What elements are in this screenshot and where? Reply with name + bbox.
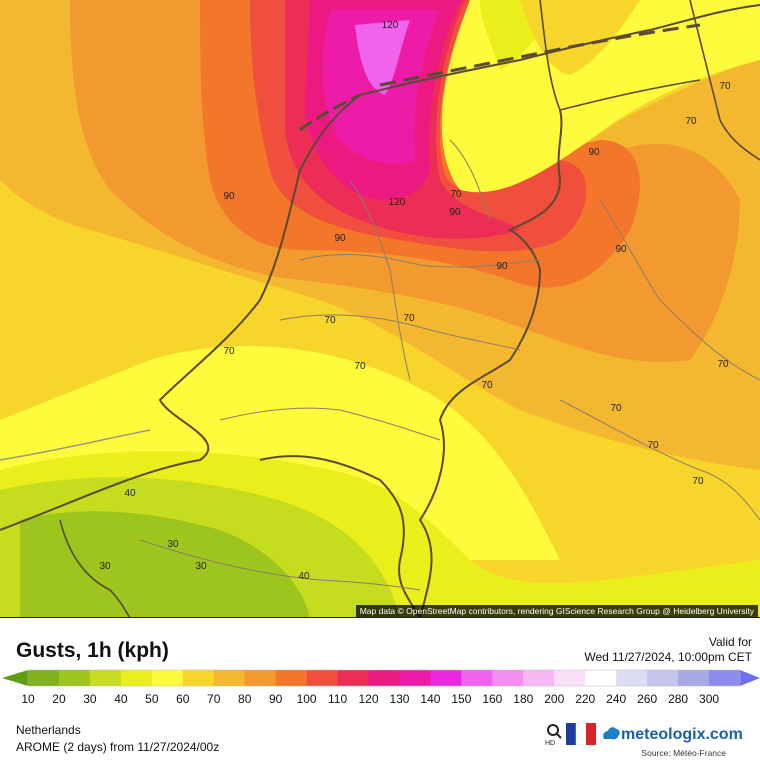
region-name: Netherlands bbox=[16, 723, 81, 737]
contour-label: 70 bbox=[403, 313, 415, 324]
contour-label: 70 bbox=[324, 315, 336, 326]
legend-tick-label: 280 bbox=[668, 692, 688, 706]
legend-swatch bbox=[152, 670, 183, 686]
contour-label: 70 bbox=[610, 403, 622, 414]
legend-swatch bbox=[59, 670, 90, 686]
legend-swatch bbox=[523, 670, 554, 686]
legend-swatch bbox=[245, 670, 276, 686]
contour-label: 90 bbox=[615, 244, 627, 255]
hd-label: HD bbox=[545, 740, 555, 747]
legend-swatch bbox=[369, 670, 400, 686]
legend-tick-label: 100 bbox=[297, 692, 317, 706]
model-run: AROME (2 days) from 11/27/2024/00z bbox=[16, 740, 219, 754]
legend-swatch bbox=[121, 670, 152, 686]
map-attribution[interactable]: Map data © OpenStreetMap contributors, r… bbox=[356, 605, 758, 617]
legend-tick-label: 40 bbox=[114, 692, 128, 706]
france-flag-icon bbox=[566, 723, 596, 745]
legend-swatch bbox=[276, 670, 307, 686]
legend-tick-label: 50 bbox=[145, 692, 159, 706]
contour-label: 70 bbox=[647, 440, 659, 451]
hd-zoom-icon[interactable] bbox=[548, 725, 561, 738]
legend-swatch bbox=[492, 670, 523, 686]
legend-over-arrow bbox=[740, 670, 760, 686]
legend-swatch bbox=[183, 670, 214, 686]
legend-tick-label: 260 bbox=[637, 692, 657, 706]
contour-label: 120 bbox=[382, 20, 399, 31]
contour-label: 70 bbox=[223, 346, 235, 357]
meteologix-logo-icon bbox=[603, 727, 620, 739]
legend-swatch bbox=[430, 670, 461, 686]
valid-label: Valid for bbox=[709, 635, 752, 649]
contour-label: 70 bbox=[717, 359, 729, 370]
legend-tick-label: 300 bbox=[699, 692, 719, 706]
legend-svg: 10 20 30 40 50 60 70 80 90 100 110 120 130 140 150 160 1… bbox=[0, 668, 760, 716]
legend-swatch bbox=[399, 670, 430, 686]
legend-tick-label: 180 bbox=[513, 692, 533, 706]
legend-swatch bbox=[554, 670, 585, 686]
map-frame bbox=[0, 617, 760, 618]
brand-svg: HD meteologix.com bbox=[544, 721, 756, 747]
legend-tick-label: 90 bbox=[269, 692, 283, 706]
contour-label: 30 bbox=[99, 561, 111, 572]
contour-label: 90 bbox=[334, 233, 346, 244]
legend-tick-label: 60 bbox=[176, 692, 190, 706]
legend-swatch bbox=[214, 670, 245, 686]
brand-area[interactable]: HD meteologix.com bbox=[544, 721, 756, 747]
contour-label: 90 bbox=[223, 191, 235, 202]
contour-label: 40 bbox=[298, 571, 310, 582]
legend-swatch bbox=[616, 670, 647, 686]
legend-tick-label: 160 bbox=[482, 692, 502, 706]
chart-title: Gusts, 1h (kph) bbox=[16, 639, 169, 663]
legend-tick-label: 200 bbox=[544, 692, 564, 706]
brand-name: meteologix.com bbox=[621, 726, 743, 743]
contour-label: 70 bbox=[685, 116, 697, 127]
forecast-map[interactable]: 120 120 90 90 90 90 90 90 70 70 70 70 70… bbox=[0, 0, 760, 618]
legend-tick-label: 130 bbox=[389, 692, 409, 706]
data-source: Source: Météo-France bbox=[641, 748, 726, 758]
legend-tick-label: 20 bbox=[52, 692, 66, 706]
legend-swatch bbox=[585, 670, 616, 686]
legend-swatch bbox=[338, 670, 369, 686]
contour-label: 90 bbox=[496, 261, 508, 272]
contour-label: 30 bbox=[167, 539, 179, 550]
contour-label: 70 bbox=[692, 476, 704, 487]
legend-tick-label: 140 bbox=[420, 692, 440, 706]
contour-label: 70 bbox=[354, 361, 366, 372]
contour-label: 30 bbox=[195, 561, 207, 572]
contour-label: 90 bbox=[588, 147, 600, 158]
color-legend: 10 20 30 40 50 60 70 80 90 100 110 120 130 140 150 160 1… bbox=[0, 668, 760, 716]
legend-swatch bbox=[647, 670, 678, 686]
legend-tick-label: 110 bbox=[328, 692, 347, 706]
gust-field-svg: 120 120 90 90 90 90 90 90 70 70 70 70 70… bbox=[0, 0, 760, 618]
legend-swatch bbox=[307, 670, 338, 686]
contour-label: 90 bbox=[449, 207, 461, 218]
legend-swatch bbox=[709, 670, 740, 686]
contour-label: 120 bbox=[389, 197, 406, 208]
legend-swatch bbox=[28, 670, 59, 686]
contour-label: 40 bbox=[124, 488, 136, 499]
legend-tick-label: 70 bbox=[207, 692, 221, 706]
legend-swatch bbox=[90, 670, 121, 686]
valid-date: Wed 11/27/2024, 10:00pm CET bbox=[584, 650, 752, 664]
contour-label: 70 bbox=[719, 81, 731, 92]
legend-tick-label: 10 bbox=[21, 692, 35, 706]
contour-label: 70 bbox=[450, 189, 462, 200]
legend-swatch bbox=[461, 670, 492, 686]
legend-tick-label: 30 bbox=[83, 692, 97, 706]
legend-tick-label: 120 bbox=[359, 692, 379, 706]
legend-tick-label: 80 bbox=[238, 692, 252, 706]
legend-tick-label: 150 bbox=[451, 692, 471, 706]
legend-tick-label: 220 bbox=[575, 692, 595, 706]
legend-swatch bbox=[678, 670, 709, 686]
legend-under-arrow bbox=[2, 670, 28, 686]
legend-tick-label: 240 bbox=[606, 692, 626, 706]
contour-label: 70 bbox=[481, 380, 493, 391]
